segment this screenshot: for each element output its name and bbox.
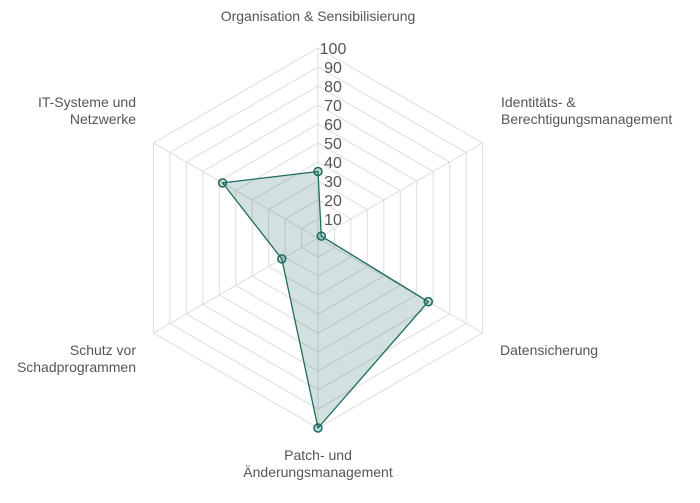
- tick-label-80: 80: [324, 79, 342, 96]
- axis-label-5-line-0: IT-Systeme und: [38, 94, 136, 110]
- data-point-4: [277, 254, 287, 264]
- tick-label-70: 70: [324, 98, 342, 115]
- spoke-5: [153, 142, 319, 239]
- radar-tick-labels: 10 20 30 40 50 60 70 80 90 100: [320, 41, 347, 229]
- tick-label-20: 20: [324, 193, 342, 210]
- axis-label-4-line-1: Schadprogrammen: [17, 359, 136, 375]
- data-point-2: [423, 296, 433, 307]
- radar-series: [217, 166, 433, 433]
- axis-label-3-line-0: Patch- und: [284, 447, 352, 463]
- tick-label-50: 50: [324, 136, 342, 153]
- axis-label-5-line-1: Netzwerke: [70, 111, 136, 127]
- axis-label-1-line-0: Identitäts- &: [501, 94, 576, 110]
- axis-label-2-line-0: Datensicherung: [500, 342, 598, 358]
- axis-label-4-line-0: Schutz vor: [70, 342, 136, 358]
- data-point-0: [313, 166, 323, 177]
- tick-label-40: 40: [324, 155, 342, 172]
- axis-label-0-line-0: Organisation & Sensibilisierung: [221, 8, 416, 24]
- tick-label-30: 30: [324, 174, 342, 191]
- data-point-3: [313, 423, 323, 433]
- tick-label-90: 90: [324, 60, 342, 77]
- tick-label-60: 60: [324, 117, 342, 134]
- radar-spokes: [153, 48, 483, 428]
- axis-label-1-line-1: Berechtigungsmanagement: [501, 111, 672, 127]
- axis-label-3-line-1: Änderungsmanagement: [243, 464, 393, 480]
- tick-label-10: 10: [324, 212, 342, 229]
- radar-axis-labels: Organisation & Sensibilisierung Identität…: [17, 8, 672, 480]
- data-point-1: [316, 231, 327, 241]
- series-area: [221, 170, 429, 429]
- spoke-2: [317, 237, 483, 334]
- spoke-1: [317, 142, 483, 239]
- spoke-4: [153, 237, 319, 334]
- data-point-5: [217, 178, 228, 188]
- tick-label-100: 100: [320, 41, 347, 58]
